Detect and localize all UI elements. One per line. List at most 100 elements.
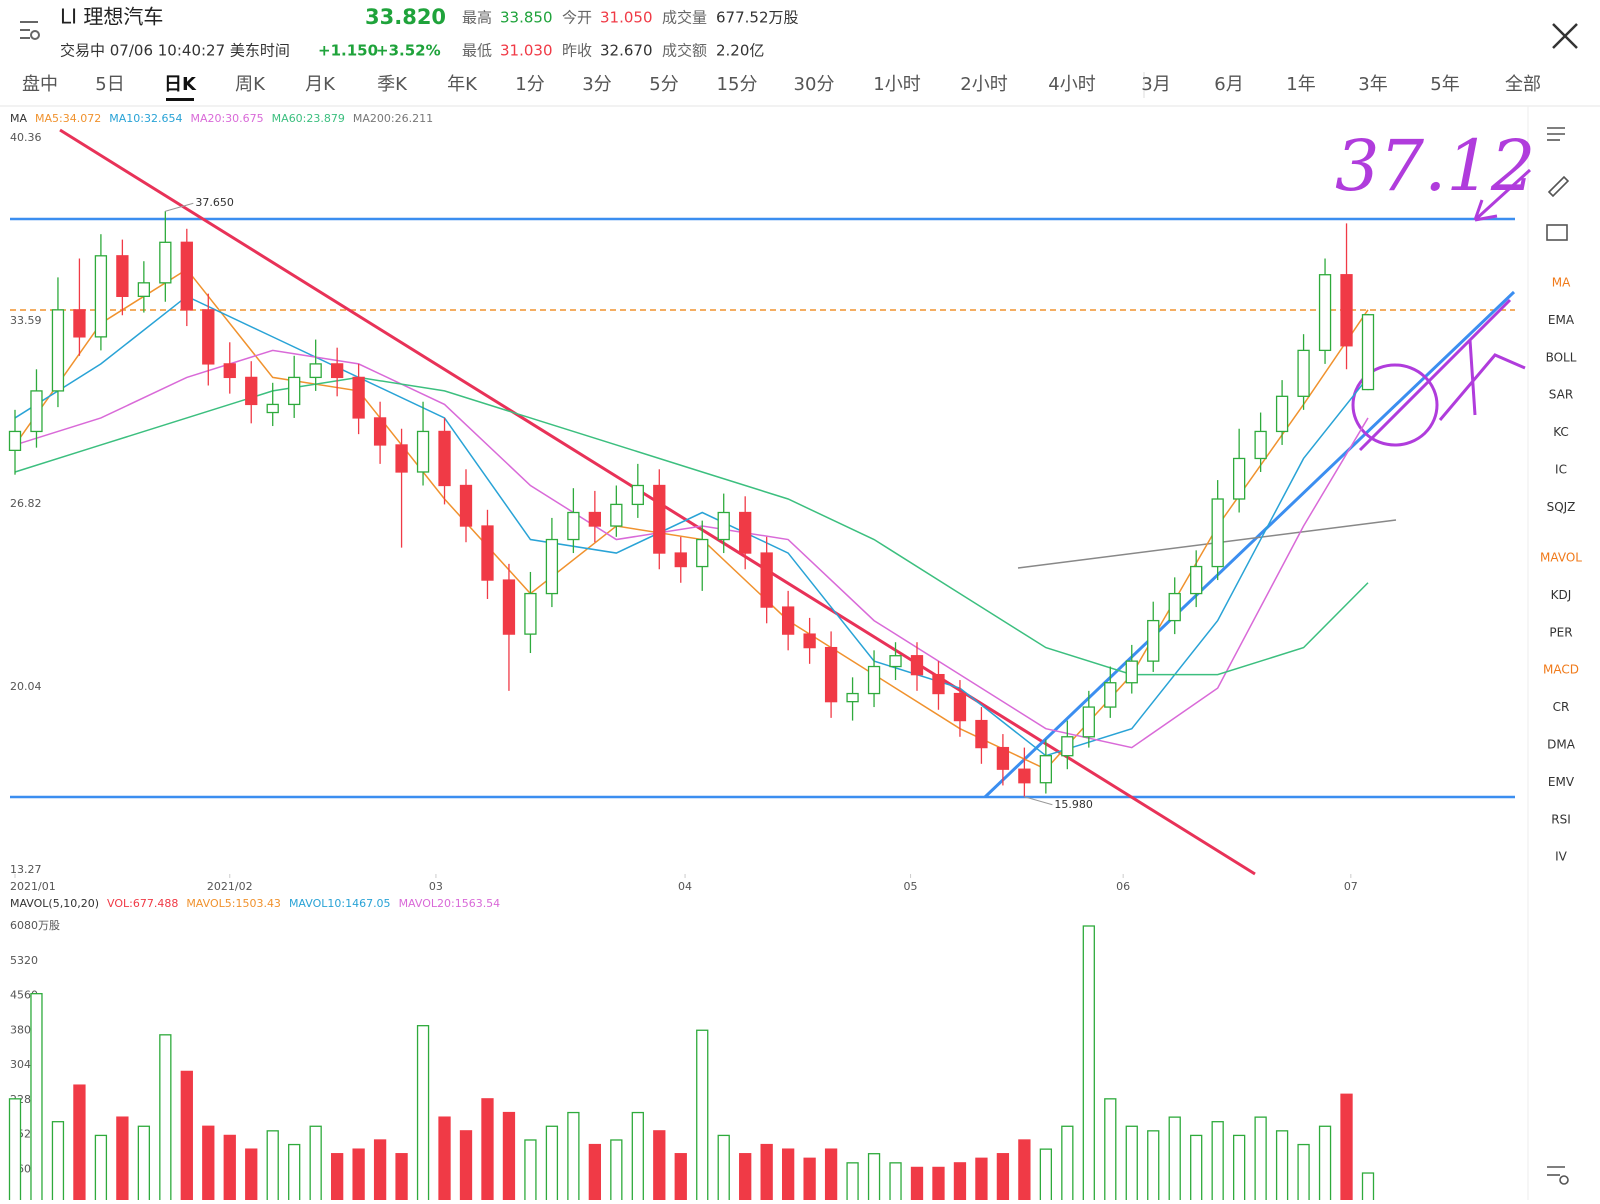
volume-bar bbox=[975, 1157, 988, 1204]
candle-body bbox=[502, 579, 516, 635]
indicator[interactable]: EMV bbox=[1548, 775, 1575, 789]
tab[interactable]: 4小时 bbox=[1048, 74, 1095, 95]
volume-bar bbox=[610, 1139, 623, 1204]
x-tick-label: 04 bbox=[678, 880, 692, 893]
candle-body bbox=[481, 525, 494, 581]
indicator[interactable]: EMA bbox=[1548, 313, 1575, 327]
volume-bar bbox=[1104, 1098, 1117, 1204]
candle-body bbox=[395, 444, 408, 473]
tab[interactable]: 2小时 bbox=[960, 74, 1007, 95]
close-button[interactable] bbox=[1552, 23, 1578, 49]
volume-bar bbox=[1254, 1116, 1267, 1204]
tab[interactable]: 3月 bbox=[1141, 74, 1170, 95]
candle-body bbox=[674, 552, 687, 568]
volume-bar bbox=[459, 1130, 473, 1204]
volume-bar bbox=[373, 1139, 387, 1204]
x-tick-label: 06 bbox=[1116, 880, 1130, 893]
legend-item: MA10:32.654 bbox=[109, 112, 182, 125]
indicator[interactable]: DMA bbox=[1547, 738, 1576, 752]
legend-title: MA bbox=[10, 112, 27, 125]
extreme-label: 15.980 bbox=[1054, 798, 1093, 811]
x-tick-label: 07 bbox=[1344, 880, 1358, 893]
candle-body bbox=[266, 403, 279, 414]
tab[interactable]: 1年 bbox=[1286, 74, 1315, 95]
volume-bar bbox=[910, 1166, 924, 1204]
tab[interactable]: 日K bbox=[164, 74, 197, 95]
indicator[interactable]: CR bbox=[1553, 700, 1570, 714]
volume-bar bbox=[51, 1121, 65, 1204]
tab[interactable]: 季K bbox=[377, 74, 408, 95]
settings-icon[interactable] bbox=[1559, 1175, 1569, 1185]
volume-bar bbox=[223, 1134, 236, 1204]
candle-body bbox=[760, 552, 773, 608]
stat-value: 33.850 bbox=[500, 9, 553, 27]
indicator[interactable]: BOLL bbox=[1546, 350, 1577, 364]
indicator[interactable]: SQJZ bbox=[1547, 500, 1576, 514]
candle-body bbox=[1254, 430, 1267, 460]
volume-bar bbox=[1297, 1143, 1310, 1204]
tab[interactable]: 5日 bbox=[95, 74, 124, 95]
ma-line bbox=[14, 295, 1369, 757]
status: 交易中 07/06 10:40:27 美东时间 bbox=[60, 42, 290, 60]
candle-body bbox=[610, 503, 623, 527]
note-icon[interactable] bbox=[1546, 224, 1568, 241]
indicator[interactable]: MAVOL bbox=[1540, 551, 1582, 565]
tab[interactable]: 3年 bbox=[1358, 74, 1387, 95]
tab[interactable]: 30分 bbox=[794, 74, 835, 95]
candle-body bbox=[309, 363, 322, 379]
indicator[interactable]: KDJ bbox=[1551, 588, 1572, 602]
indicator[interactable]: IC bbox=[1555, 463, 1567, 477]
extreme-label: 37.650 bbox=[195, 196, 234, 209]
tab[interactable]: 1小时 bbox=[873, 74, 920, 95]
candle-body bbox=[1190, 565, 1203, 595]
tab[interactable]: 5年 bbox=[1430, 74, 1459, 95]
indicator[interactable]: SAR bbox=[1549, 388, 1573, 402]
tab[interactable]: 3分 bbox=[582, 74, 611, 95]
menu-icon[interactable] bbox=[20, 21, 40, 40]
candle-body bbox=[1061, 736, 1074, 757]
volume-bar bbox=[309, 1125, 322, 1204]
volume-bar bbox=[567, 1111, 580, 1204]
indicator[interactable]: MA bbox=[1552, 276, 1571, 290]
candle-body bbox=[202, 309, 215, 365]
y-tick-label: 40.36 bbox=[10, 131, 42, 144]
extreme-pointer bbox=[165, 202, 194, 212]
handwriting: 37.12 bbox=[1335, 125, 1535, 207]
tab[interactable]: 6月 bbox=[1214, 74, 1243, 95]
y-tick-label: 13.27 bbox=[10, 863, 42, 876]
indicator[interactable]: IV bbox=[1555, 850, 1568, 864]
pencil-icon[interactable] bbox=[1547, 175, 1570, 198]
volume-bar bbox=[1168, 1116, 1181, 1204]
tab[interactable]: 年K bbox=[447, 74, 478, 95]
indicator[interactable]: KC bbox=[1553, 425, 1569, 439]
volume-bar bbox=[266, 1130, 279, 1204]
candle-body bbox=[867, 665, 881, 695]
indicator[interactable]: PER bbox=[1549, 625, 1572, 639]
volume-bar bbox=[73, 1084, 86, 1204]
volume-bar bbox=[481, 1098, 494, 1204]
candle-body bbox=[1275, 395, 1289, 433]
legend-title: MAVOL(5,10,20) bbox=[10, 897, 99, 910]
tab[interactable]: 月K bbox=[305, 74, 336, 95]
candle-body bbox=[567, 511, 580, 541]
tab[interactable]: 1分 bbox=[515, 74, 544, 95]
volume-bar bbox=[545, 1125, 559, 1204]
tab[interactable]: 盘中 bbox=[22, 74, 58, 95]
tab[interactable]: 5分 bbox=[649, 74, 678, 95]
tab[interactable]: 15分 bbox=[717, 74, 758, 95]
volume-bar bbox=[502, 1111, 516, 1204]
stat-label: 昨收 bbox=[562, 42, 592, 60]
volume-bar bbox=[846, 1162, 859, 1204]
candle-body bbox=[1147, 619, 1160, 662]
tab[interactable]: 全部 bbox=[1505, 74, 1541, 95]
volume-bar bbox=[202, 1125, 215, 1204]
candle-body bbox=[824, 646, 838, 703]
indicator[interactable]: MACD bbox=[1543, 663, 1579, 677]
tab[interactable]: 周K bbox=[235, 74, 266, 95]
search-icon bbox=[30, 30, 40, 40]
candle-body bbox=[8, 430, 22, 452]
candle-body bbox=[975, 719, 988, 749]
indicator[interactable]: RSI bbox=[1551, 812, 1571, 826]
x-tick-label: 2021/02 bbox=[207, 880, 253, 893]
y-tick-label: 20.04 bbox=[10, 680, 42, 693]
